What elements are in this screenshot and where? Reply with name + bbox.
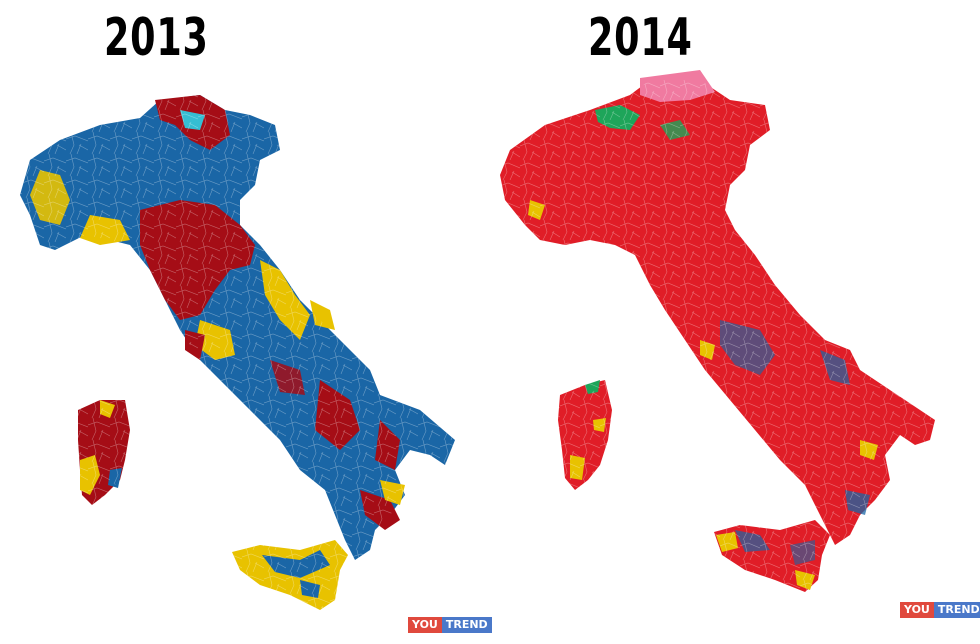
sardinia-2014	[558, 380, 612, 490]
sicily-2014	[714, 520, 830, 592]
youtrend-logo-left: YOU TREND	[408, 617, 492, 633]
sicily-2013	[232, 540, 348, 610]
year-title-2013: 2013	[104, 8, 209, 68]
year-title-2014: 2014	[588, 8, 693, 68]
logo-you-text: YOU	[900, 602, 934, 618]
italy-mainland-2013	[20, 95, 455, 560]
logo-trend-text: TREND	[933, 602, 980, 618]
sardinia-2013	[78, 400, 130, 505]
map-2014	[500, 70, 935, 592]
logo-trend-text: TREND	[441, 617, 492, 633]
italy-mainland-2014	[500, 70, 935, 545]
map-2013	[20, 95, 455, 610]
logo-you-text: YOU	[408, 617, 442, 633]
youtrend-logo-right: YOU TREND	[900, 602, 980, 618]
